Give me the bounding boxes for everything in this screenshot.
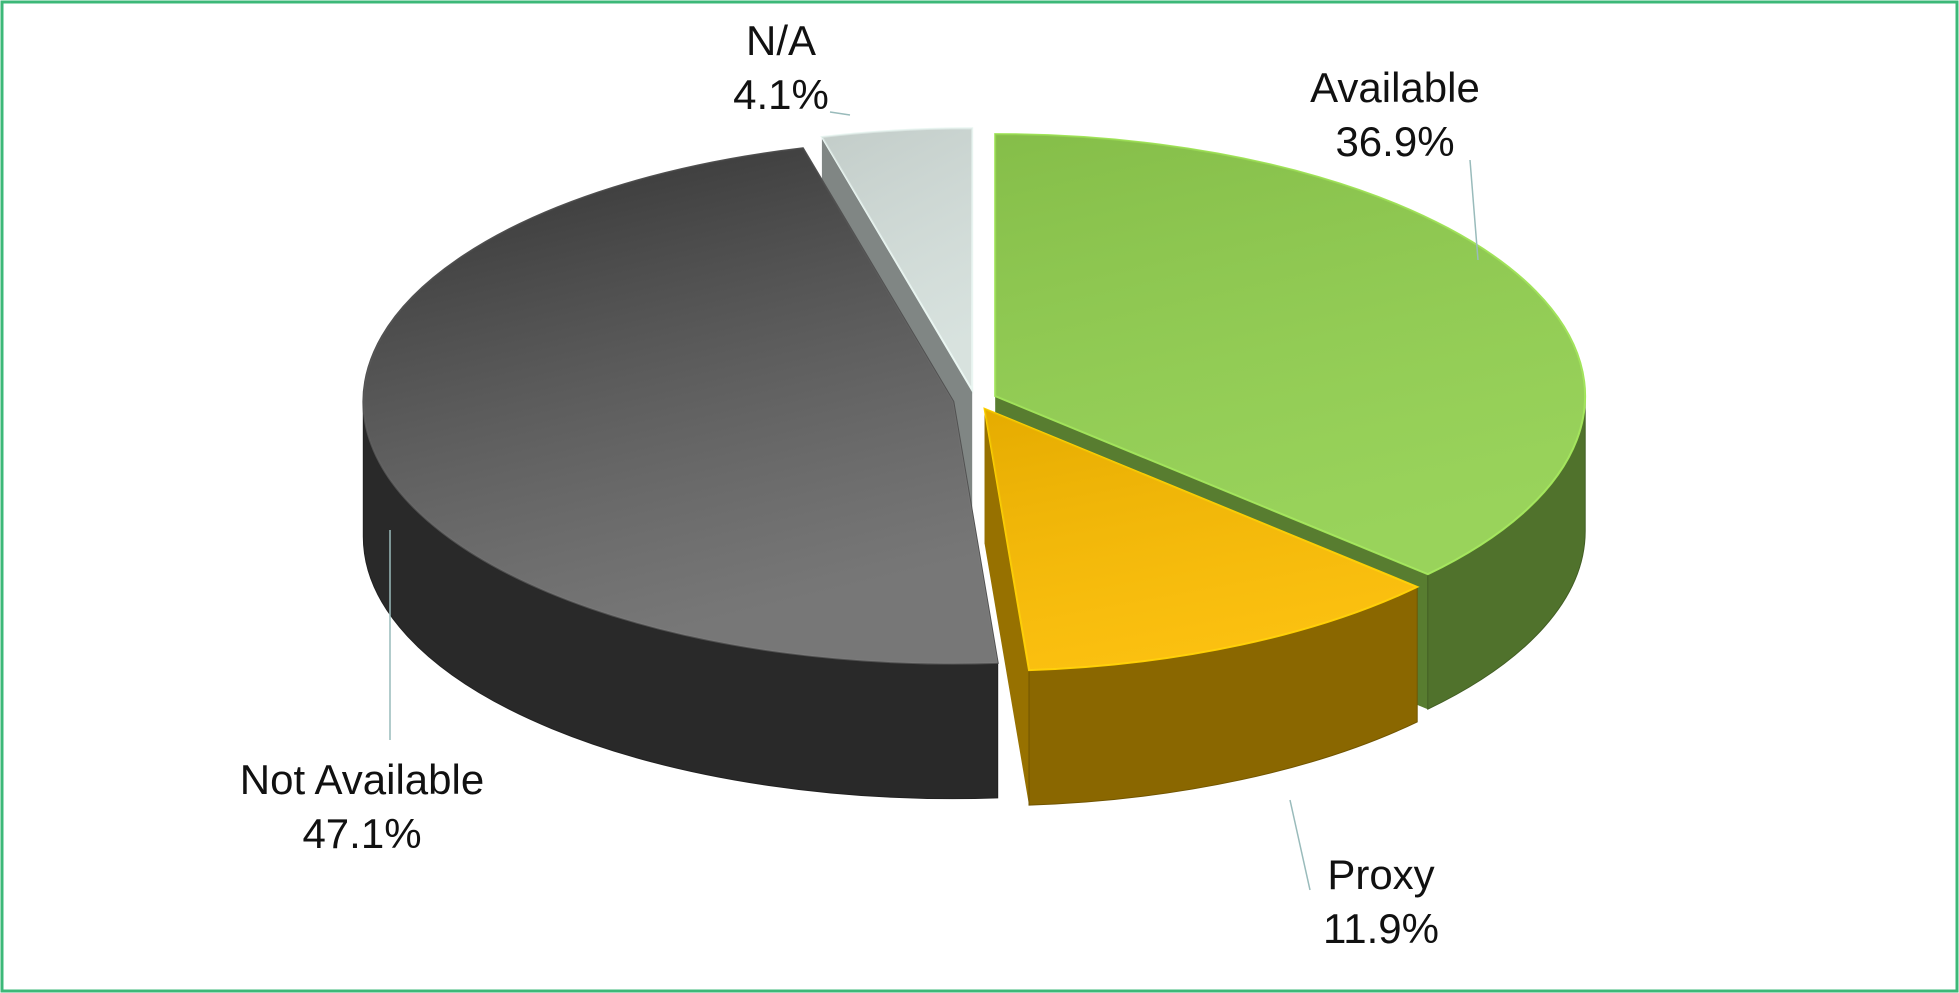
leader-line [829,111,851,116]
slice-label: Proxy [1327,851,1434,898]
leader-line [1469,159,1479,261]
slice-label: Not Available [240,756,484,803]
pie [362,127,1587,806]
slice-label: Available [1310,64,1480,111]
slice-value-label: 36.9% [1335,118,1454,165]
slice-label: N/A [746,17,816,64]
labels: Available 36.9% Proxy 11.9% Not Available 47.… [240,17,1480,952]
slice-value-label: 11.9% [1323,905,1439,952]
leader-line [1289,799,1311,891]
slice-value-label: 4.1% [733,71,829,118]
slice-value-label: 47.1% [302,810,421,857]
